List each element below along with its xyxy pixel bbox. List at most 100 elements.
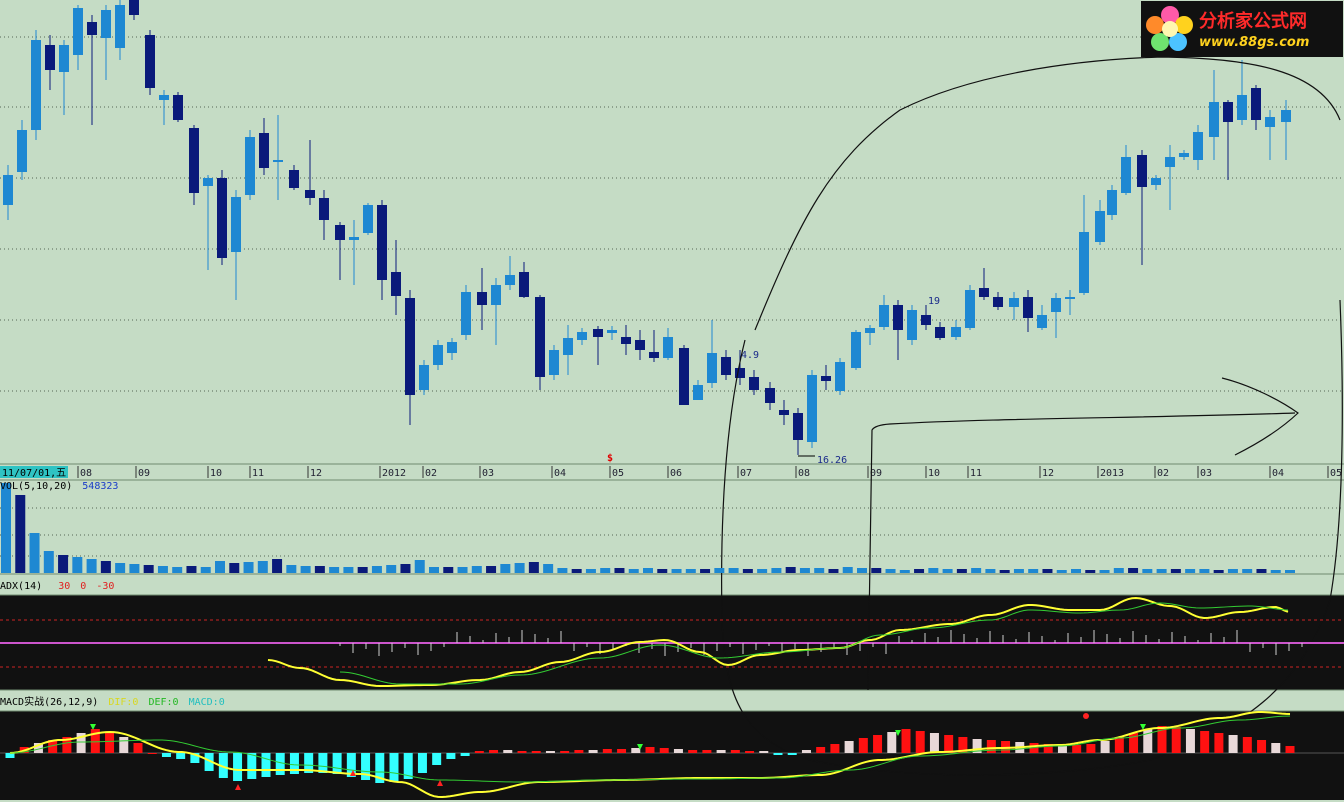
macd-bar-25 [361, 753, 371, 780]
candle-body-66 [951, 327, 961, 337]
macd-bar-34 [489, 750, 499, 753]
vol-bar-18 [257, 561, 268, 573]
macd-bar-76 [1086, 744, 1096, 753]
candle-body-16 [231, 197, 241, 252]
macd-signal-arrow-icon [350, 770, 356, 776]
macd-bar-9 [133, 743, 143, 753]
macd-bar-12 [176, 753, 186, 759]
month-label-3: 11 [252, 468, 264, 479]
macd-bar-37 [531, 751, 541, 753]
vol-bar-81 [1156, 569, 1167, 573]
vol-bar-58 [828, 569, 839, 573]
macd-bar-32 [460, 753, 470, 756]
vol-bar-13 [186, 566, 197, 573]
macd-bar-69 [986, 740, 996, 753]
vol-bar-72 [1028, 569, 1039, 573]
vol-bar-15 [215, 561, 225, 573]
macd-bar-86 [1228, 735, 1238, 753]
vol-bar-89 [1270, 570, 1281, 573]
vol-bar-45 [643, 568, 653, 573]
macd-bar-88 [1257, 740, 1267, 753]
vol-bar-55 [785, 567, 796, 573]
candle-body-14 [203, 178, 213, 186]
macd-bar-8 [119, 737, 129, 753]
macd-bar-30 [432, 753, 442, 765]
month-label-18: 02 [1157, 468, 1169, 479]
vol-bar-10 [143, 565, 154, 573]
candle-body-43 [621, 337, 631, 344]
candle-body-27 [391, 272, 401, 296]
macd-def: DEF:0 [148, 697, 179, 708]
candle-body-65 [935, 327, 945, 338]
vol-bar-49 [700, 569, 711, 573]
candle-body-53 [765, 388, 775, 403]
vol-bar-29 [414, 560, 425, 573]
candle-body-18 [259, 133, 269, 168]
macd-bar-39 [560, 751, 570, 753]
month-label-7: 03 [482, 468, 494, 479]
macd-bar-82 [1171, 727, 1181, 753]
candle-body-24 [349, 237, 359, 240]
adx-level-30: 30 [58, 581, 71, 592]
adx-level-neg30: -30 [96, 581, 115, 592]
macd-bar-15 [218, 753, 228, 778]
vol-bar-31 [443, 567, 454, 573]
macd-bar-74 [1057, 745, 1067, 753]
candle-body-52 [749, 377, 759, 390]
vol-bar-21 [300, 566, 311, 573]
candle-body-58 [835, 362, 845, 391]
vol-bar-39 [557, 568, 568, 573]
candle-body-8 [115, 5, 125, 48]
month-label-16: 12 [1042, 468, 1054, 479]
vol-bar-83 [1185, 569, 1196, 573]
macd-bar-10 [147, 753, 157, 754]
candle-body-46 [663, 337, 673, 358]
macd-bar-7 [105, 733, 115, 753]
candle-body-17 [245, 137, 255, 195]
adx-line [267, 597, 1289, 688]
macd-dot-icon [1083, 713, 1089, 719]
vol-title: VOL(5,10,20) [0, 481, 73, 492]
month-label-13: 09 [870, 468, 882, 479]
macd-bar-28 [403, 753, 413, 779]
macd-bar-66 [944, 735, 954, 753]
vol-bar-36 [514, 563, 525, 573]
macd-bar-56 [801, 750, 811, 753]
candle-body-23 [335, 225, 345, 240]
candle-body-54 [779, 410, 789, 415]
macd-bar-41 [588, 750, 598, 753]
macd-bar-79 [1129, 733, 1139, 753]
month-label-20: 04 [1272, 468, 1284, 479]
vol-bar-2 [29, 533, 40, 573]
vol-bar-17 [243, 562, 254, 573]
macd-bar-68 [972, 739, 982, 753]
macd-bar-78 [1114, 737, 1124, 753]
macd-bar-4 [62, 737, 72, 753]
macd-bar-63 [901, 729, 911, 753]
macd-signal-arrow-icon [437, 780, 443, 786]
macd-bar-87 [1242, 737, 1252, 753]
date-badge [0, 466, 68, 478]
candle-body-19 [273, 160, 283, 162]
vol-bar-6 [86, 559, 97, 573]
macd-bar-83 [1185, 729, 1195, 753]
macd-bar-3 [48, 740, 58, 753]
vol-bar-38 [543, 564, 554, 573]
vol-bar-88 [1256, 569, 1267, 573]
vol-bar-90 [1285, 570, 1295, 573]
macd-bar-29 [417, 753, 427, 773]
hand-drawn-arrow-shaft [867, 412, 1296, 691]
candle-body-88 [1265, 117, 1275, 127]
candle-body-15 [217, 178, 227, 258]
candle-body-0 [3, 175, 13, 205]
candle-body-87 [1251, 88, 1261, 120]
vol-bar-66 [942, 569, 953, 573]
candle-body-25 [363, 205, 373, 233]
vol-bar-3 [43, 551, 54, 573]
candle-body-67 [965, 290, 975, 328]
logo-url: www.88gs.com [1199, 35, 1310, 50]
candle-body-44 [635, 340, 645, 350]
candle-body-4 [59, 45, 69, 72]
price-annotation-0: 4.9 [741, 350, 759, 361]
